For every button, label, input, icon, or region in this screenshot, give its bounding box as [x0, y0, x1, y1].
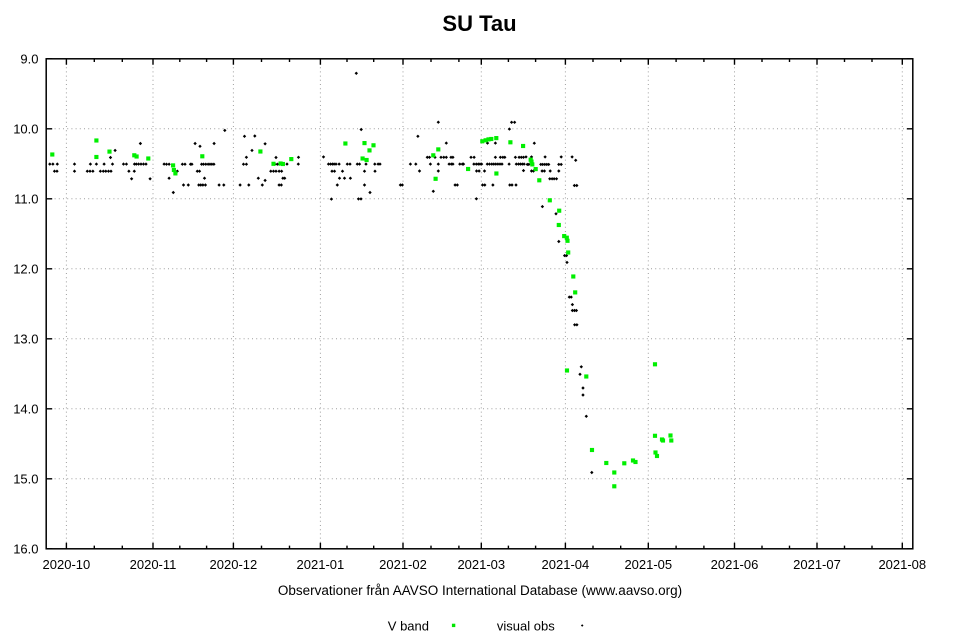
- svg-text:visual obs: visual obs: [497, 619, 555, 634]
- svg-text:2020-10: 2020-10: [43, 557, 91, 572]
- svg-text:2021-06: 2021-06: [711, 557, 759, 572]
- svg-text:9.0: 9.0: [20, 51, 38, 66]
- svg-text:2021-07: 2021-07: [793, 557, 841, 572]
- svg-text:10.0: 10.0: [13, 121, 38, 136]
- svg-text:2021-01: 2021-01: [297, 557, 345, 572]
- svg-text:2021-05: 2021-05: [624, 557, 672, 572]
- svg-text:12.0: 12.0: [13, 261, 38, 276]
- svg-text:Observationer från AAVSO Inter: Observationer från AAVSO International D…: [278, 583, 682, 598]
- svg-text:2021-08: 2021-08: [878, 557, 926, 572]
- svg-text:2020-11: 2020-11: [130, 557, 177, 572]
- svg-text:2021-04: 2021-04: [542, 557, 590, 572]
- svg-text:V band: V band: [388, 619, 429, 634]
- svg-text:2021-02: 2021-02: [379, 557, 427, 572]
- svg-text:15.0: 15.0: [13, 471, 38, 486]
- svg-text:14.0: 14.0: [13, 401, 38, 416]
- svg-text:11.0: 11.0: [14, 191, 38, 206]
- svg-text:13.0: 13.0: [13, 331, 38, 346]
- svg-text:2020-12: 2020-12: [210, 557, 258, 572]
- svg-text:2021-03: 2021-03: [457, 557, 505, 572]
- svg-text:SU Tau: SU Tau: [442, 11, 516, 36]
- svg-text:16.0: 16.0: [13, 541, 38, 556]
